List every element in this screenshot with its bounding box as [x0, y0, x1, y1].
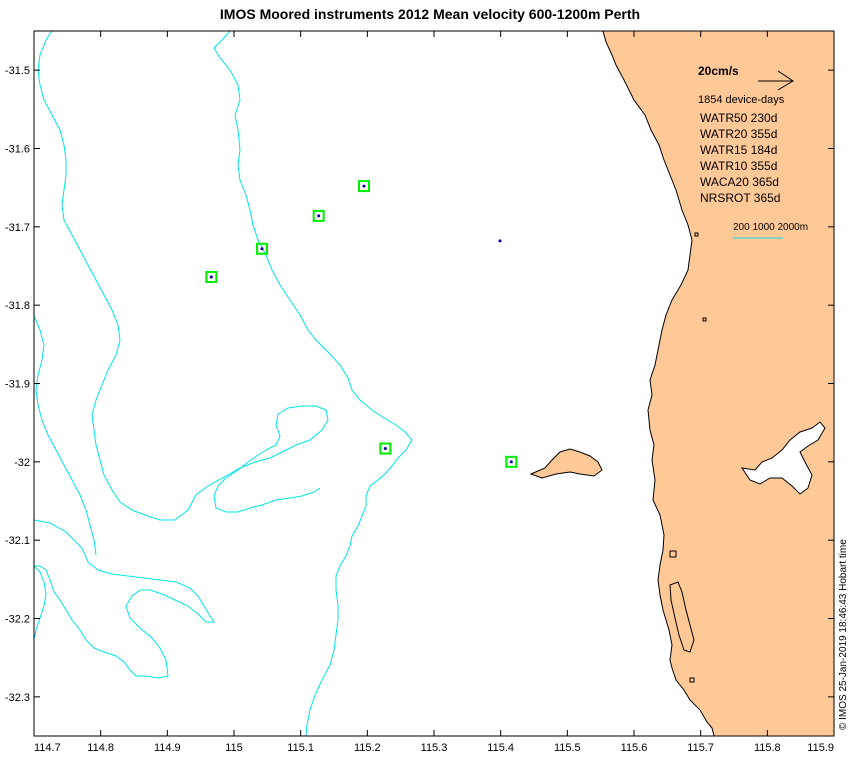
- mooring-box: [358, 180, 370, 193]
- x-tick-label: 114.9: [154, 742, 181, 754]
- legend-entry: WATR10 355d: [700, 159, 777, 173]
- x-tick-label: 115.9: [807, 742, 834, 754]
- x-axis-ticks: 114.7 114.8 114.9 115 115.1 115.2 115.3 115.4 11…: [33, 31, 835, 754]
- legend-isobaths-label: 200 1000 2000m: [733, 222, 808, 233]
- mooring-box: [312, 209, 325, 222]
- x-tick-label: 115.3: [421, 742, 448, 754]
- mooring-markers: [205, 180, 518, 468]
- islet: [702, 317, 707, 322]
- legend-device-days: 1854 device-days: [698, 94, 785, 106]
- legend: 20cm/s 1854 device-days WATR50 230d WATR…: [698, 64, 808, 239]
- mooring-dot: [317, 214, 321, 218]
- x-tick-label: 114.8: [87, 742, 114, 754]
- mooring-marker: [379, 442, 392, 455]
- y-tick-label: -31.6: [5, 144, 30, 156]
- mooring-marker: [312, 209, 325, 222]
- islet: [689, 677, 695, 683]
- mooring-dot: [260, 247, 264, 251]
- mooring-dot: [362, 184, 366, 188]
- x-tick-label: 115.6: [621, 742, 648, 754]
- x-tick-label: 115: [225, 742, 243, 754]
- mooring-box: [205, 270, 218, 283]
- x-tick-label: 115.2: [354, 742, 381, 754]
- map-title: IMOS Moored instruments 2012 Mean veloci…: [219, 6, 641, 22]
- y-tick-label: -32.2: [5, 614, 30, 626]
- y-tick-label: -31.9: [5, 379, 30, 391]
- mooring-box: [505, 455, 518, 468]
- mooring-dot: [209, 275, 213, 279]
- legend-entry: WATR50 230d: [700, 111, 777, 125]
- legend-entry: NRSROT 365d: [700, 191, 780, 205]
- velocity-point: [498, 239, 502, 243]
- garden-island: [669, 581, 695, 653]
- x-tick-label: 115.1: [287, 742, 314, 754]
- y-tick-label: -32.3: [5, 692, 30, 704]
- credit-text: © IMOS 25-Jan-2019 18:46:43 Hobart time: [838, 539, 849, 730]
- mainland-land: [602, 30, 835, 737]
- y-tick-label: -31.5: [5, 65, 30, 77]
- legend-entry: WATR15 184d: [700, 143, 777, 157]
- x-tick-label: 115.4: [487, 742, 514, 754]
- x-tick-label: 115.7: [687, 742, 714, 754]
- legend-entry: WATR20 355d: [700, 127, 777, 141]
- legend-entry: WACA20 365d: [700, 175, 779, 189]
- isobath-2000m-loop: [33, 519, 215, 679]
- islet: [694, 232, 699, 237]
- isobath-2000m-lower: [33, 565, 47, 641]
- mooring-box: [256, 242, 268, 255]
- x-tick-label: 114.7: [34, 742, 61, 754]
- x-tick-label: 115.8: [754, 742, 781, 754]
- y-axis-ticks: -31.5 -31.6 -31.7 -31.8 -31.9 -32 -32.1 -32.2 -3…: [5, 65, 834, 704]
- isobath-2000m: [33, 315, 97, 556]
- y-tick-label: -31.7: [5, 222, 30, 234]
- isobath-200m: [213, 30, 413, 737]
- reference-arrow: [758, 70, 794, 91]
- x-tick-label: 115.5: [554, 742, 581, 754]
- y-tick-label: -32: [14, 457, 30, 469]
- mooring-dot: [383, 447, 387, 451]
- mooring-box: [379, 442, 392, 455]
- rottnest-island: [529, 448, 603, 479]
- isobath-1000m: [37, 30, 329, 521]
- legend-reference-speed: 20cm/s: [698, 64, 739, 78]
- mooring-marker: [205, 270, 218, 283]
- estuary-water: [740, 421, 826, 495]
- y-tick-label: -31.8: [5, 300, 30, 312]
- mooring-marker: [358, 180, 370, 193]
- islet: [669, 550, 677, 558]
- y-tick-label: -32.1: [5, 535, 30, 547]
- mooring-dot: [509, 460, 513, 464]
- mooring-marker: [505, 455, 518, 468]
- mooring-marker: [256, 242, 268, 255]
